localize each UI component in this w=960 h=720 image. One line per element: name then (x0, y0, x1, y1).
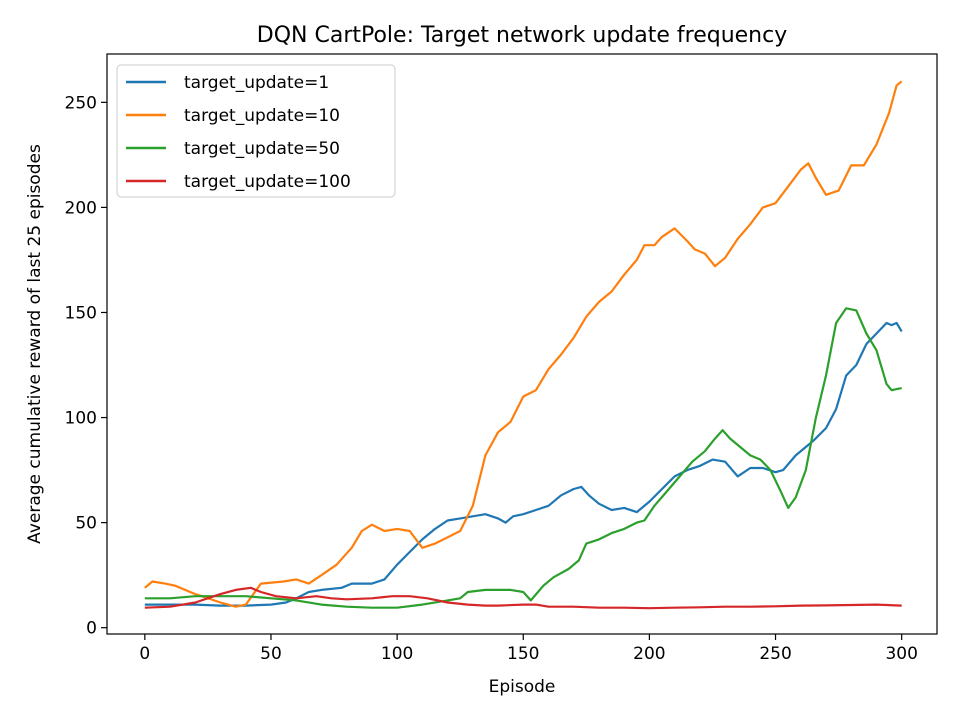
y-tick-label: 0 (86, 619, 97, 639)
legend-entry-label: target_update=100 (184, 172, 351, 192)
x-tick-label: 300 (885, 644, 917, 664)
x-tick-label: 50 (260, 644, 282, 664)
plot-frame (106, 53, 938, 635)
y-tick-label: 250 (65, 93, 97, 113)
y-tick-label: 200 (65, 198, 97, 218)
x-tick-label: 200 (633, 644, 665, 664)
x-axis: 0 50 100 150 200 250 300 (139, 634, 918, 664)
x-tick-label: 250 (759, 644, 791, 664)
x-axis-label: Episode (489, 677, 556, 697)
y-tick-label: 150 (65, 303, 97, 323)
legend: target_update=1 target_update=10 target_up… (116, 64, 396, 198)
legend-entry-label: target_update=50 (184, 139, 340, 159)
legend-entry-label: target_update=10 (184, 106, 340, 126)
series-layer (144, 80, 903, 610)
plot-area (106, 53, 938, 635)
x-tick-label: 100 (381, 644, 413, 664)
y-tick-label: 100 (65, 409, 97, 429)
chart-title: DQN CartPole: Target network update freq… (257, 23, 787, 48)
legend-box (116, 64, 396, 198)
series-line-3 (144, 307, 902, 609)
y-axis: 0 50 100 150 200 250 (65, 93, 107, 639)
x-tick-label: 0 (139, 644, 150, 664)
y-tick-label: 50 (75, 514, 97, 534)
series-line-1 (144, 321, 903, 607)
series-line-2 (144, 80, 903, 608)
y-axis-label: Average cumulative reward of last 25 epi… (25, 144, 45, 544)
series-line-4 (144, 586, 902, 610)
legend-entry-label: target_update=1 (184, 73, 329, 93)
x-tick-label: 150 (507, 644, 539, 664)
